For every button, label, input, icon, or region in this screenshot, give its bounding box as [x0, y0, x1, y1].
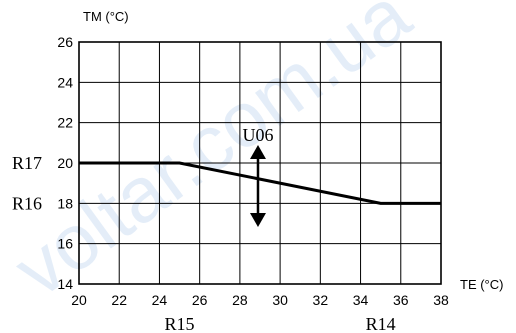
r17-label: R17 [12, 153, 42, 173]
r16-label: R16 [12, 193, 42, 213]
y-tick-label: 20 [57, 155, 73, 171]
r14-label: R14 [366, 314, 396, 333]
y-axis-ticks: 14 16 18 20 22 24 26 [57, 34, 73, 292]
x-tick-label: 34 [353, 292, 369, 308]
y-tick-label: 14 [57, 276, 73, 292]
x-tick-label: 28 [232, 292, 248, 308]
r15-label: R15 [165, 314, 195, 333]
x-tick-label: 36 [393, 292, 409, 308]
y-tick-label: 22 [57, 115, 73, 131]
y-tick-label: 24 [57, 74, 73, 90]
x-tick-label: 26 [192, 292, 208, 308]
x-tick-label: 38 [433, 292, 449, 308]
y-tick-label: 18 [57, 195, 73, 211]
u06-arrow [249, 145, 266, 227]
y-axis-title: TM (°C) [83, 9, 129, 24]
x-tick-label: 22 [111, 292, 127, 308]
u06-label: U06 [242, 125, 273, 145]
x-axis-title: TE (°C) [460, 277, 503, 292]
x-tick-label: 24 [152, 292, 168, 308]
series-line [79, 161, 441, 205]
y-tick-label: 26 [57, 34, 73, 50]
y-tick-label: 16 [57, 236, 73, 252]
x-tick-label: 20 [71, 292, 87, 308]
x-tick-label: 32 [313, 292, 329, 308]
x-axis-ticks: 20 22 24 26 28 30 32 34 36 38 [71, 292, 449, 308]
x-tick-label: 30 [272, 292, 288, 308]
